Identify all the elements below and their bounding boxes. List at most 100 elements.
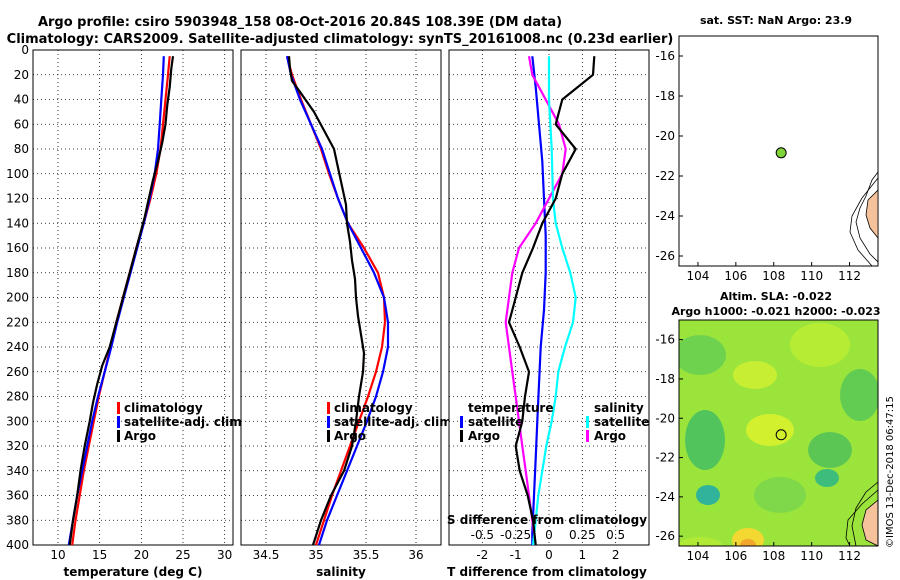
salinity-xlabel: salinity bbox=[316, 565, 366, 579]
y-tick-label: 240 bbox=[6, 340, 29, 354]
legend-label-s-argo: Argo bbox=[594, 429, 626, 443]
legend-label-satellite: satellite-adj. clim. bbox=[334, 415, 456, 429]
sla-blob bbox=[685, 410, 725, 470]
y-tick-label: 300 bbox=[6, 414, 29, 428]
s-tick-label: -0.5 bbox=[471, 528, 494, 542]
sla-blob bbox=[746, 414, 794, 446]
y-tick-label: 120 bbox=[6, 192, 29, 206]
y-tick-label: 160 bbox=[6, 241, 29, 255]
legend-swatch-s-argo bbox=[586, 430, 589, 442]
argo-location-marker bbox=[775, 147, 787, 159]
x-tick-label: 30 bbox=[217, 548, 232, 562]
legend-swatch-satellite bbox=[117, 416, 120, 428]
legend-swatch-argo bbox=[117, 430, 120, 442]
difference-panel: -2 -1 0 1 2 -0.5 -0.25 0 0.25 0.5 S difference fr… bbox=[447, 49, 650, 579]
s-tick-label: 0.5 bbox=[606, 528, 625, 542]
map-y-tick-label: -22 bbox=[655, 451, 675, 465]
map-y-tick-label: -24 bbox=[655, 490, 675, 504]
s-tick-label: 0.25 bbox=[569, 528, 596, 542]
series-line-salinity-satellite bbox=[531, 56, 577, 546]
y-tick-label: 80 bbox=[14, 142, 29, 156]
sst-coastline bbox=[849, 171, 878, 266]
map-x-tick-label: 112 bbox=[838, 549, 861, 563]
map-x-tick-label: 110 bbox=[800, 549, 823, 563]
y-tick-label: 100 bbox=[6, 167, 29, 181]
sst-map-title: sat. SST: NaN Argo: 23.9 bbox=[700, 14, 852, 27]
x-tick-label: 1 bbox=[579, 548, 587, 562]
temperature-legend: climatology satellite-adj. clim. Argo bbox=[117, 401, 246, 443]
legend-swatch-t-argo bbox=[460, 430, 463, 442]
sla-field bbox=[679, 320, 878, 546]
legend-label-argo: Argo bbox=[334, 429, 366, 443]
y-tick-label: 220 bbox=[6, 315, 29, 329]
y-tick-label: 340 bbox=[6, 464, 29, 478]
sla-blob bbox=[754, 477, 806, 513]
x-tick-label: 15 bbox=[92, 548, 107, 562]
s-tick-label: 0 bbox=[545, 528, 553, 542]
sla-blob bbox=[740, 539, 756, 546]
y-tick-label: 200 bbox=[6, 291, 29, 305]
coast-contour bbox=[849, 177, 878, 266]
land-patch bbox=[861, 499, 878, 546]
legend-swatch-s-satellite bbox=[586, 416, 589, 428]
map-y-tick-label: -22 bbox=[655, 169, 675, 183]
map-x-tick-label: 108 bbox=[762, 549, 785, 563]
difference-legend: temperature satellite Argo salinity sate… bbox=[460, 401, 649, 443]
x-tick-label: 35.5 bbox=[353, 548, 380, 562]
coast-contour bbox=[855, 171, 878, 263]
y-tick-label: 380 bbox=[6, 513, 29, 527]
sla-map-panel: Altim. SLA: -0.022 Argo h1000: -0.021 h2… bbox=[655, 290, 880, 563]
sla-map-title-line2: Argo h1000: -0.021 h2000: -0.023 bbox=[671, 305, 880, 318]
legend-swatch-t-satellite bbox=[460, 416, 463, 428]
y-tick-label: 180 bbox=[6, 266, 29, 280]
legend-label-t-satellite: satellite bbox=[468, 415, 523, 429]
map-y-tick-label: -20 bbox=[655, 411, 675, 425]
legend-label-climatology: climatology bbox=[334, 401, 413, 415]
land-patch bbox=[865, 189, 878, 239]
y-tick-label: 140 bbox=[6, 216, 29, 230]
x-tick-label: 36 bbox=[408, 548, 423, 562]
x-tick-label: 10 bbox=[50, 548, 65, 562]
series-line-argo bbox=[68, 56, 175, 546]
sla-blob bbox=[679, 537, 722, 546]
temperature-panel: 10 15 20 25 30020406080100120140160180200220… bbox=[6, 43, 246, 579]
y-tick-label: 60 bbox=[14, 117, 29, 131]
argo-location-marker bbox=[775, 429, 787, 441]
legend-label-argo: Argo bbox=[124, 429, 156, 443]
map-y-tick-label: -18 bbox=[655, 89, 675, 103]
x-tick-label: -1 bbox=[510, 548, 522, 562]
map-y-tick-label: -16 bbox=[655, 49, 675, 63]
coast-contour bbox=[845, 489, 878, 546]
x-tick-label: 34.5 bbox=[253, 548, 280, 562]
series-line-salinity-argo bbox=[507, 56, 596, 546]
sla-blob bbox=[732, 528, 764, 546]
y-tick-label: 260 bbox=[6, 365, 29, 379]
sla-map-title-line1: Altim. SLA: -0.022 bbox=[720, 290, 832, 303]
map-x-tick-label: 112 bbox=[838, 269, 861, 283]
legend-swatch-argo bbox=[327, 430, 330, 442]
y-tick-label: 20 bbox=[14, 68, 29, 82]
map-y-tick-label: -26 bbox=[655, 529, 675, 543]
legend-swatch-climatology bbox=[327, 402, 330, 414]
map-x-tick-label: 106 bbox=[724, 549, 747, 563]
legend-swatch-climatology bbox=[117, 402, 120, 414]
map-x-tick-label: 108 bbox=[762, 269, 785, 283]
y-tick-label: 360 bbox=[6, 489, 29, 503]
series-line-satellite-adj-clim- bbox=[285, 55, 390, 546]
y-tick-label: 320 bbox=[6, 439, 29, 453]
figure-title-line2: Climatology: CARS2009. Satellite-adjuste… bbox=[7, 32, 674, 47]
sla-blob bbox=[808, 432, 852, 468]
x-tick-label: -2 bbox=[476, 548, 488, 562]
map-x-tick-label: 106 bbox=[724, 269, 747, 283]
series-line-argo bbox=[287, 56, 366, 546]
imos-watermark: ©IMOS 13-Dec-2018 06:47:15 bbox=[885, 396, 896, 548]
figure-title-line1: Argo profile: csiro 5903948_158 08-Oct-2… bbox=[38, 15, 562, 30]
map-y-tick-label: -24 bbox=[655, 209, 675, 223]
sla-map-frame bbox=[678, 319, 879, 547]
y-tick-label: 400 bbox=[6, 538, 29, 552]
y-tick-label: 280 bbox=[6, 390, 29, 404]
sla-blob bbox=[679, 335, 726, 375]
x-tick-label: 0 bbox=[545, 548, 553, 562]
legend-swatch-satellite bbox=[327, 416, 330, 428]
